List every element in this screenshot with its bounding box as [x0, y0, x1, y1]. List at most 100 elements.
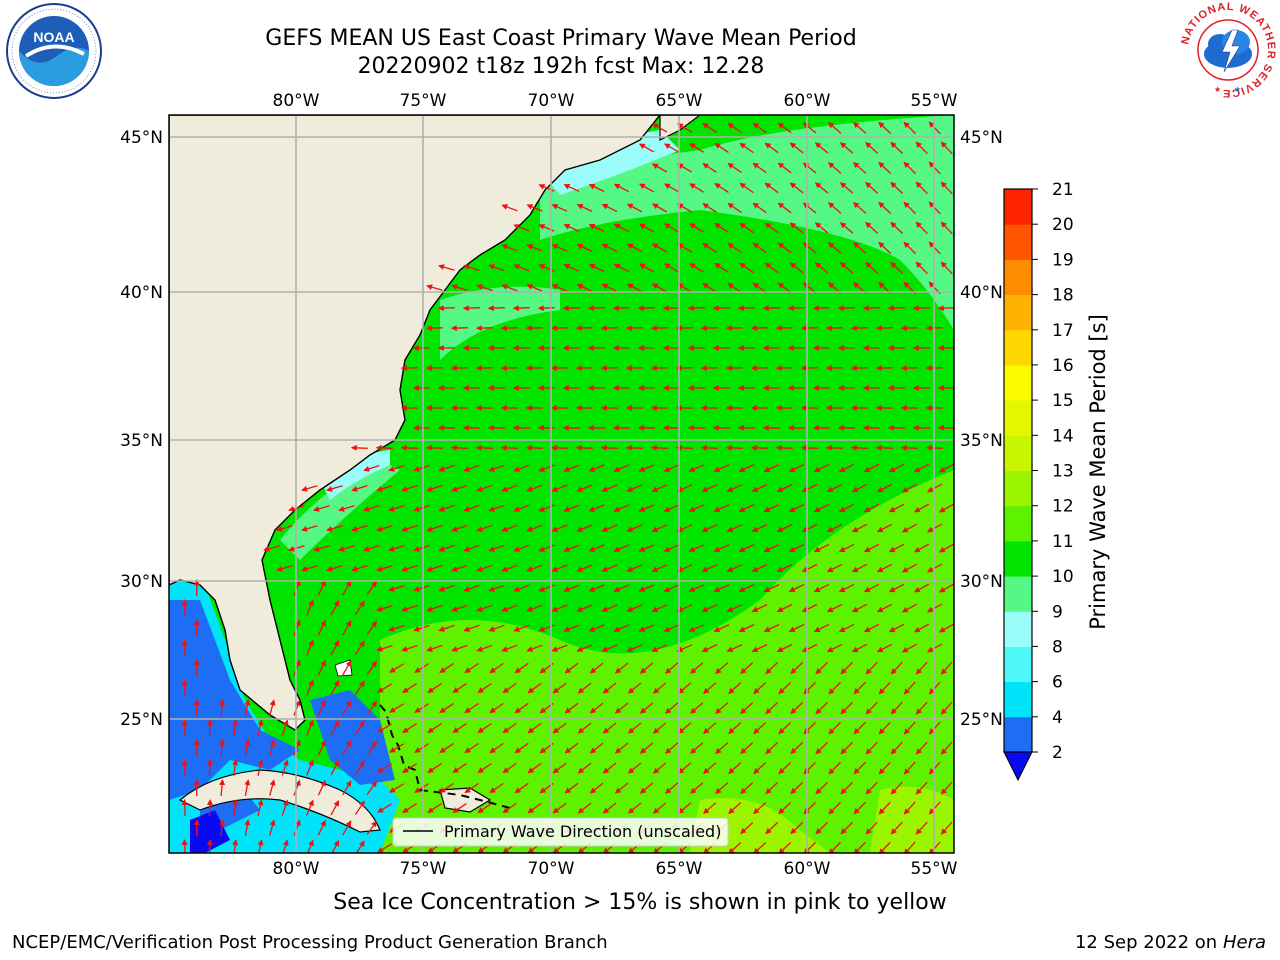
- wave-arrow-673: [765, 702, 779, 715]
- wave-arrow-736: [790, 742, 804, 755]
- wave-arrow-446: [663, 544, 680, 552]
- legend-label: Primary Wave Direction (unscaled): [444, 822, 721, 841]
- wave-arrow-464: [426, 564, 443, 572]
- wave-arrow-482: [876, 563, 893, 573]
- wave-arrow-713: [219, 739, 226, 757]
- wave-arrow-428: [901, 523, 918, 533]
- wave-arrow-605: [514, 662, 529, 674]
- wave-arrow-572: [376, 644, 393, 652]
- wave-arrow-591: [851, 643, 868, 653]
- wave-arrow-781: [366, 780, 377, 795]
- wave-arrow-753: [427, 763, 442, 773]
- wave-arrow-349: [938, 463, 954, 473]
- wave-arrow-710: [903, 721, 916, 735]
- wave-arrow-3: [727, 122, 742, 134]
- wave-arrow-339: [688, 464, 705, 472]
- wave-arrow-515: [330, 600, 340, 616]
- wave-arrow-378: [338, 505, 355, 512]
- wave-arrow-838: [244, 819, 251, 837]
- wave-arrow-777: [269, 779, 276, 796]
- wave-arrow-574: [426, 644, 443, 652]
- wave-arrow-791: [614, 782, 629, 794]
- machine-name: Hera: [1222, 932, 1266, 953]
- wave-arrow-890: [753, 842, 767, 853]
- wave-arrow-820: [552, 802, 567, 814]
- wave-arrow-154: [537, 305, 555, 312]
- wave-arrow-708: [853, 721, 866, 735]
- wave-arrow-682: [206, 719, 213, 737]
- wave-arrow-731: [664, 742, 679, 754]
- wave-arrow-761: [627, 762, 642, 774]
- wave-arrow-727: [564, 742, 579, 754]
- wave-arrow-94: [601, 243, 618, 253]
- wave-arrow-451: [788, 543, 805, 553]
- wave-arrow-784: [439, 783, 454, 793]
- wave-arrow-327: [388, 464, 405, 472]
- wave-arrow-607: [564, 662, 579, 674]
- wave-arrow-718: [342, 740, 352, 756]
- wave-arrow-831: [828, 801, 841, 815]
- wave-arrow-737: [815, 741, 828, 755]
- lat-tick-right-3: 30°N: [960, 572, 1003, 592]
- wave-arrow-699: [627, 722, 642, 734]
- colorbar-tick-6: 11: [1052, 532, 1074, 552]
- wave-arrow-829: [778, 802, 792, 815]
- wave-arrow-517: [376, 604, 393, 612]
- wave-arrow-157: [612, 305, 630, 312]
- wave-arrow-463: [401, 564, 418, 572]
- wave-arrow-546: [413, 624, 430, 632]
- wave-arrow-450: [763, 544, 780, 552]
- wave-arrow-414: [551, 524, 568, 532]
- wave-arrow-828: [753, 802, 767, 815]
- wave-arrow-662: [489, 702, 504, 714]
- wave-arrow-768: [803, 761, 816, 775]
- wave-arrow-816: [452, 803, 467, 813]
- wave-arrow-564: [863, 623, 880, 633]
- wave-arrow-364: [651, 484, 668, 492]
- wave-arrow-663: [514, 702, 529, 714]
- wave-arrow-468: [526, 564, 543, 572]
- wave-arrow-627: [377, 683, 392, 693]
- lon-tick-top-1: 75°W: [400, 91, 447, 111]
- wave-arrow-490: [388, 584, 405, 592]
- wave-arrow-689: [377, 723, 392, 733]
- colorbar-tick-16: 21: [1052, 180, 1074, 200]
- wave-arrow-575: [451, 644, 468, 652]
- wave-arrow-109: [463, 264, 480, 272]
- wave-arrow-422: [751, 524, 768, 532]
- wave-arrow-472: [626, 564, 643, 572]
- wave-arrow-660: [439, 703, 454, 713]
- wave-arrow-833: [878, 801, 891, 815]
- national-weather-service-logo: NATIONAL WEATHER SERVICE ★ ★: [1178, 0, 1278, 100]
- wave-arrow-366: [701, 484, 718, 492]
- wave-arrow-60: [651, 203, 668, 213]
- wave-arrow-412: [501, 524, 518, 532]
- wave-arrow-7: [827, 122, 842, 134]
- wave-arrow-803: [915, 781, 928, 795]
- colorbar-tick-9: 14: [1052, 426, 1074, 446]
- wave-arrow-723: [464, 742, 479, 754]
- wave-arrow-505: [763, 584, 780, 592]
- wave-arrow-93: [576, 244, 593, 252]
- wave-arrow-822: [602, 802, 617, 814]
- wave-arrow-454: [863, 543, 880, 553]
- wave-arrow-455: [888, 543, 905, 553]
- wave-arrow-132: [501, 284, 518, 292]
- wave-arrow-752: [402, 763, 417, 773]
- wave-arrow-347: [888, 463, 905, 473]
- wave-arrow-85: [839, 222, 854, 234]
- wave-arrow-861: [815, 821, 828, 835]
- wave-arrow-321: [825, 444, 843, 451]
- wave-arrow-150: [437, 305, 455, 312]
- wave-arrow-512: [938, 583, 954, 593]
- wave-arrow-780: [342, 780, 352, 796]
- wave-arrow-430: [263, 545, 280, 552]
- wave-arrow-100: [752, 242, 767, 254]
- wave-arrow-642: [753, 682, 767, 695]
- date-text: 12 Sep 2022 on: [1074, 932, 1218, 953]
- wave-arrow-306: [450, 444, 468, 451]
- wave-arrow-320: [800, 444, 818, 451]
- wave-arrow-381: [413, 504, 430, 512]
- wave-arrow-477: [751, 564, 768, 572]
- wave-arrow-355: [426, 484, 443, 492]
